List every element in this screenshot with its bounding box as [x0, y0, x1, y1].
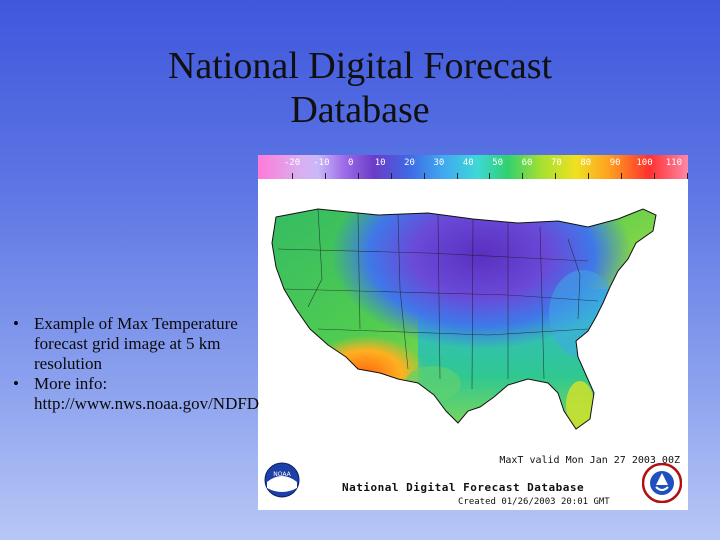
scale-label: 10: [374, 158, 386, 168]
us-temperature-map: [271, 208, 657, 430]
bullet-text-line: More info:: [34, 374, 108, 393]
scale-label: 40: [462, 158, 474, 168]
scale-label: 90: [609, 158, 621, 168]
title-line-2: Database: [290, 89, 430, 131]
scale-label: 0: [348, 158, 354, 168]
bullet-item: • Example of Max Temperature forecast gr…: [6, 314, 306, 374]
scale-label: -20: [283, 158, 301, 168]
forecast-map-image: -20 -10 0 10 20 30 40 50 60 70 80 90 100…: [258, 155, 688, 510]
scale-label: 50: [492, 158, 504, 168]
scale-label: 110: [665, 158, 682, 168]
bullet-text-line: resolution: [34, 354, 102, 373]
scale-label: 30: [433, 158, 445, 168]
bullet-list: • Example of Max Temperature forecast gr…: [6, 314, 306, 414]
scale-ticks: [292, 173, 688, 179]
nws-logo: [642, 463, 682, 503]
bullet-text-line: Example of Max Temperature: [34, 314, 238, 333]
title-line-1: National Digital Forecast: [167, 45, 553, 87]
scale-label: -10: [313, 158, 330, 168]
created-caption: Created 01/26/2003 20:01 GMT: [458, 497, 610, 507]
scale-label: 80: [580, 158, 592, 168]
scale-label: 60: [521, 158, 533, 168]
bullet-text-line: forecast grid image at 5 km: [34, 334, 221, 353]
bullet-marker: •: [13, 314, 19, 333]
bullet-marker: •: [13, 374, 19, 393]
scale-label: 70: [550, 158, 562, 168]
valid-time-caption: MaxT valid Mon Jan 27 2003 00Z: [499, 455, 680, 466]
scale-label: 100: [636, 158, 653, 168]
scale-label: 20: [404, 158, 415, 168]
scale-labels: -20 -10 0 10 20 30 40 50 60 70 80 90 100…: [278, 158, 688, 172]
svg-text:NOAA: NOAA: [273, 471, 291, 478]
noaa-logo: NOAA: [264, 462, 300, 498]
product-caption: National Digital Forecast Database: [342, 481, 585, 494]
temperature-color-scale: -20 -10 0 10 20 30 40 50 60 70 80 90 100…: [258, 155, 688, 179]
bullet-item: • More info: http://www.nws.noaa.gov/NDF…: [6, 374, 306, 414]
slide-title: National Digital Forecast Database: [0, 44, 720, 132]
info-link[interactable]: http://www.nws.noaa.gov/NDFD: [34, 394, 260, 413]
